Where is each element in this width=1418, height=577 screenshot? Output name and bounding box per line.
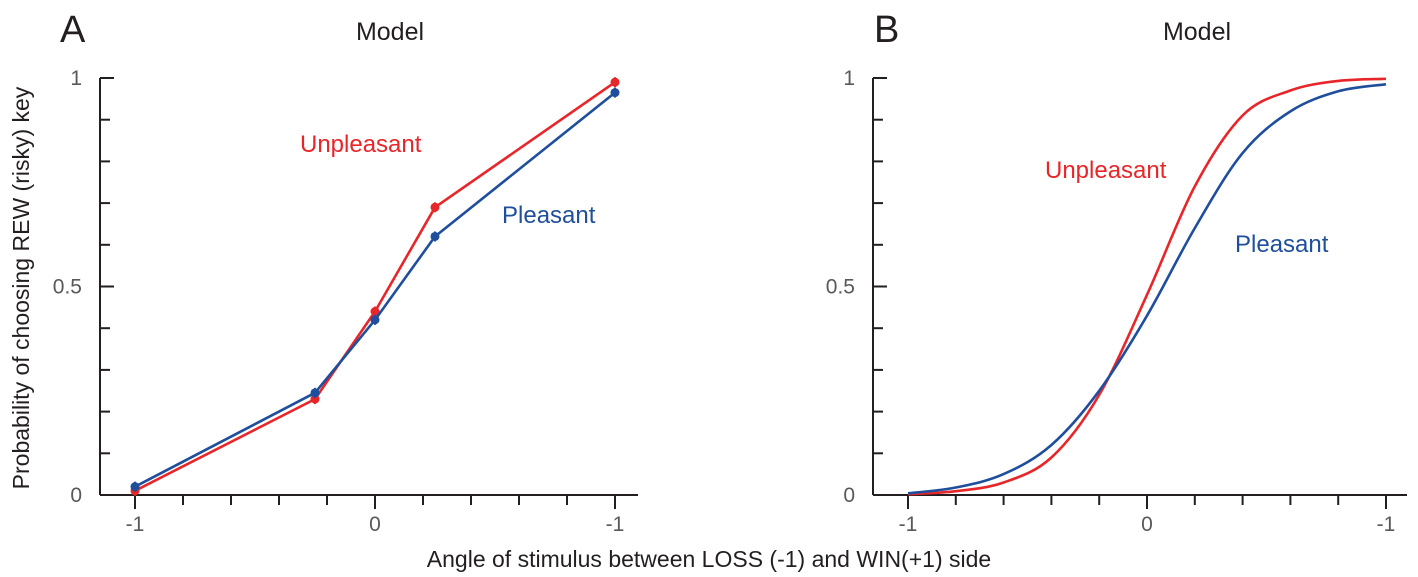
panel-a: A Model -1 0 -1 0 0.5 1 Unpleasant Pleasant <box>53 9 638 536</box>
data-point-pleasant <box>430 231 440 241</box>
panel-b: B Model -1 0 -1 0 0.5 1 Unpleasant Pleasant <box>826 9 1407 536</box>
y-tick-label: 0.5 <box>53 276 82 299</box>
data-point-unpleasant <box>370 307 380 317</box>
x-tick-label: -1 <box>1377 513 1396 536</box>
series-label-unpleasant: Unpleasant <box>1045 157 1167 184</box>
y-axis-label: Probability of choosing REW (risky) key <box>8 86 34 489</box>
series-label-pleasant: Pleasant <box>1235 231 1329 258</box>
data-point-pleasant <box>310 388 320 398</box>
y-tick-label: 0 <box>843 484 855 507</box>
tick-labels: -1 0 -1 0 0.5 1 <box>53 67 625 536</box>
x-tick-label: 0 <box>1141 513 1153 536</box>
data-point-unpleasant <box>430 202 440 212</box>
series-label-pleasant: Pleasant <box>502 202 596 229</box>
x-axis-label: Angle of stimulus between LOSS (-1) and … <box>427 546 991 572</box>
data-point-pleasant <box>130 482 140 492</box>
panel-letter: B <box>874 9 899 51</box>
series-line-unpleasant <box>907 77 1387 496</box>
x-tick-label: -1 <box>126 513 145 536</box>
panel-letter: A <box>60 9 86 51</box>
y-tick-label: 0.5 <box>826 276 855 299</box>
y-tick-label: 1 <box>843 67 855 90</box>
data-point-unpleasant <box>610 77 620 87</box>
series-layer <box>907 77 1387 496</box>
data-point-unpleasant <box>310 394 320 404</box>
series-line-pleasant <box>907 83 1387 495</box>
tick-labels: -1 0 -1 0 0.5 1 <box>826 67 1396 536</box>
series-label-unpleasant: Unpleasant <box>300 131 422 158</box>
x-tick-label: 0 <box>369 513 381 536</box>
y-tick-label: 1 <box>70 67 82 90</box>
y-tick-label: 0 <box>70 484 82 507</box>
x-tick-label: -1 <box>899 513 918 536</box>
x-tick-label: -1 <box>606 513 625 536</box>
axis-ticks <box>873 77 1387 509</box>
series-layer <box>130 77 620 496</box>
panel-title: Model <box>1163 18 1231 46</box>
data-point-pleasant <box>370 315 380 325</box>
panel-title: Model <box>356 18 424 46</box>
axis-lines <box>99 78 638 496</box>
data-point-pleasant <box>610 88 620 98</box>
axis-lines <box>872 78 1407 496</box>
